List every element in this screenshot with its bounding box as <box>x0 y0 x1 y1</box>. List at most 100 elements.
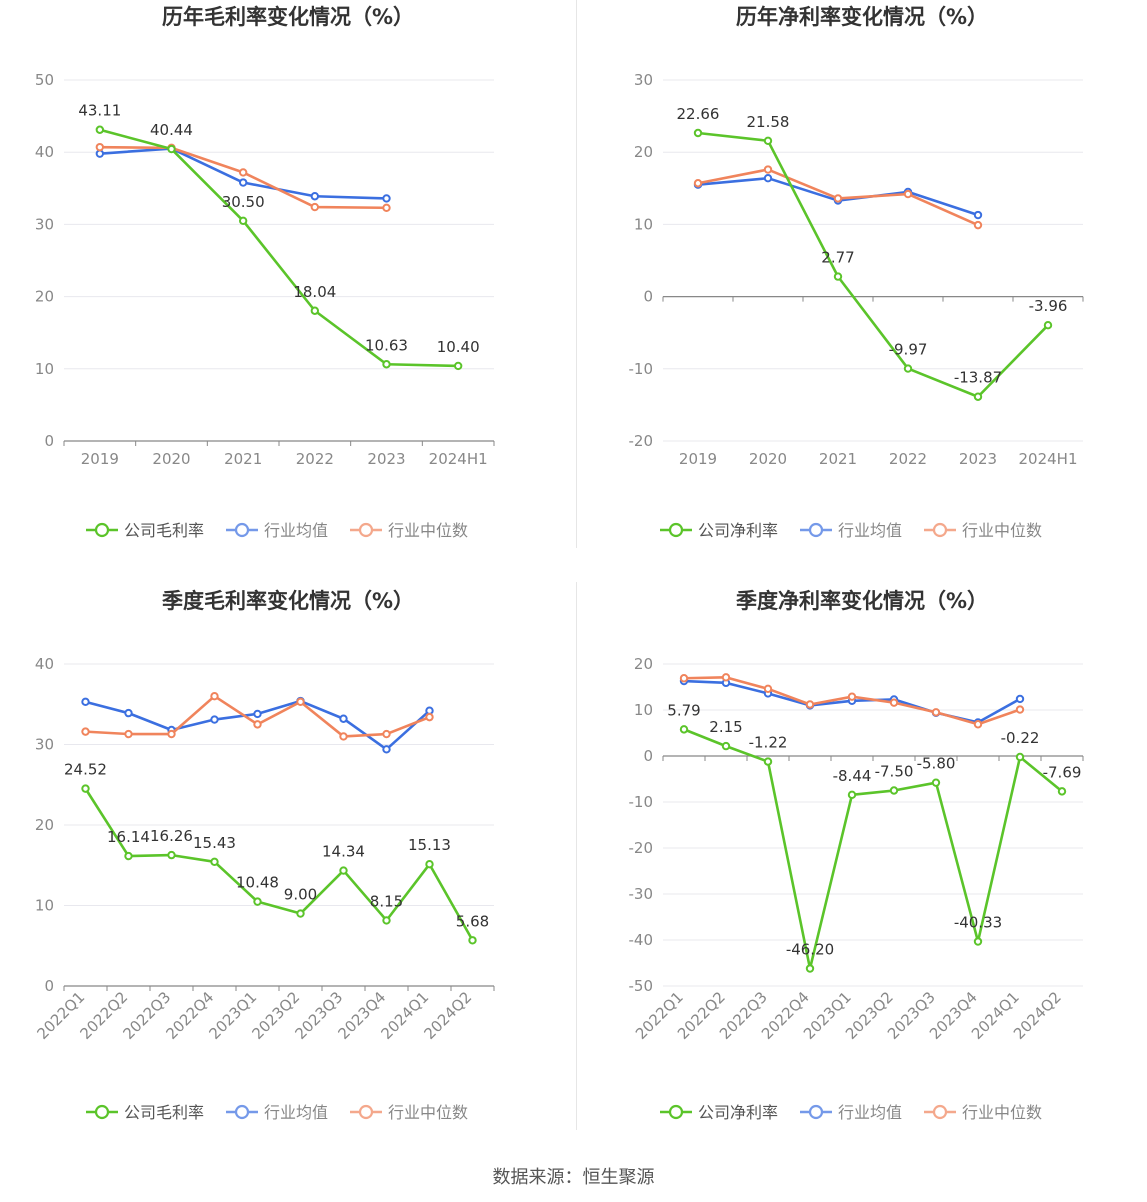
company-series-line <box>697 131 1049 399</box>
x-tick-label: 2024Q2 <box>421 988 476 1043</box>
data-label: -1.22 <box>749 734 788 752</box>
legend-label: 行业均值 <box>264 521 328 540</box>
chart-svg: 历年毛利率变化情况（%） 0 10 20 30 40 50 2019 2020 2021 2022 2… <box>35 5 495 540</box>
legend-swatch-marker <box>808 1104 824 1120</box>
industry-median-series-point <box>253 720 262 729</box>
industry-median-series-point <box>833 194 843 203</box>
legend-item-industry-median-series: 行业中位数 <box>350 1103 468 1122</box>
chart-svg: 历年净利率变化情况（%） -20 -10 0 10 20 30 2019 2020 2021 202… <box>629 5 1084 540</box>
company-series-point <box>238 216 248 225</box>
legend-item-industry-average-series: 行业均值 <box>800 1103 902 1122</box>
industry-average-series-point <box>1015 694 1025 704</box>
industry-median-series-point <box>95 142 105 152</box>
legend-item-industry-median-series: 行业中位数 <box>924 521 1042 540</box>
legend-swatch-marker <box>234 522 250 538</box>
chart-annual-net-margin: 历年净利率变化情况（%） -20 -10 0 10 20 30 2019 2020 2021 202… <box>577 0 1147 560</box>
industry-median-series-point <box>973 220 983 230</box>
industry-median-series-point <box>382 729 391 739</box>
industry-average-series-point <box>382 194 391 203</box>
x-tick-label: 2024H1 <box>1019 450 1078 468</box>
data-label: 10.48 <box>236 874 279 892</box>
industry-average-series-point <box>763 173 773 183</box>
industry-average-series-point <box>339 714 348 723</box>
industry-median-series-point <box>973 720 983 729</box>
y-tick-label: 20 <box>35 288 54 306</box>
y-tick-label: 30 <box>35 215 54 233</box>
column-divider <box>576 582 577 1130</box>
data-label: 40.44 <box>150 121 193 139</box>
data-label: 15.13 <box>408 836 451 854</box>
industry-median-series-point <box>763 684 773 694</box>
legend-swatch-marker <box>94 522 110 538</box>
y-tick-label: -50 <box>629 977 654 995</box>
company-series-line <box>99 128 459 368</box>
legend-item-industry-median-series: 行业中位数 <box>350 521 468 540</box>
y-tick-label: 20 <box>35 816 54 834</box>
company-series-point <box>1057 787 1067 796</box>
y-tick-label: 10 <box>634 701 653 719</box>
data-label: 15.43 <box>193 834 236 852</box>
data-label: -0.22 <box>1001 729 1040 747</box>
company-series-point <box>763 136 773 145</box>
x-tick-label: 2021 <box>819 450 857 468</box>
legend-swatch-marker <box>94 1104 110 1120</box>
x-tick-label: 2022 <box>296 450 334 468</box>
legend-item-company-series: 公司毛利率 <box>86 1103 204 1122</box>
chart-quarterly-gross-margin: 季度毛利率变化情况（%） 0 10 20 30 40 2022Q1 2022Q2 2022Q3 2… <box>0 582 576 1142</box>
company-series-point <box>903 364 913 373</box>
data-label: 5.79 <box>667 701 700 719</box>
y-tick-label: 20 <box>634 143 653 161</box>
chart-legend: 公司毛利率 行业均值 行业中位数 <box>86 1103 468 1122</box>
data-label: -5.80 <box>917 755 956 773</box>
x-tick-label: 2019 <box>81 450 119 468</box>
industry-median-series-point <box>425 712 434 722</box>
y-tick-label: 0 <box>643 747 653 765</box>
company-series-point <box>805 964 815 973</box>
industry-average-series-point <box>310 192 320 201</box>
data-label: -40.33 <box>954 914 1002 932</box>
y-tick-label: 30 <box>35 736 54 754</box>
company-series-point <box>1015 752 1025 762</box>
industry-median-series-point <box>382 203 391 212</box>
industry-median-series-point <box>805 700 815 709</box>
y-tick-label: 50 <box>35 71 54 89</box>
data-label: -9.97 <box>889 341 928 359</box>
legend-label: 公司毛利率 <box>124 1103 204 1122</box>
y-tick-label: 0 <box>44 977 54 995</box>
chart-quarterly-net-margin: 季度净利率变化情况（%） -50 -40 -30 -20 -10 0 10 20 2022Q1 20… <box>577 582 1147 1142</box>
legend-label: 公司净利率 <box>698 1103 778 1122</box>
company-series-point <box>889 786 899 795</box>
industry-median-series-point <box>210 692 219 701</box>
data-label: 2.15 <box>709 718 742 736</box>
company-series-point <box>425 860 434 869</box>
data-source-note: 数据来源：恒生聚源 <box>492 1167 655 1188</box>
chart-title: 历年净利率变化情况（%） <box>736 5 988 29</box>
company-series-point <box>210 857 219 866</box>
legend-swatch-marker <box>808 522 824 538</box>
data-label: 2.77 <box>821 249 854 267</box>
x-tick-label: 2023 <box>959 450 997 468</box>
company-series-point <box>453 361 463 371</box>
industry-median-series-point <box>903 189 913 199</box>
data-label: 8.15 <box>370 892 403 910</box>
y-tick-label: -20 <box>629 839 654 857</box>
y-tick-label: -20 <box>629 432 654 450</box>
x-tick-label: 2020 <box>749 450 787 468</box>
legend-swatch-marker <box>932 1104 948 1120</box>
legend-item-company-series: 公司毛利率 <box>86 521 204 540</box>
chart-legend: 公司净利率 行业均值 行业中位数 <box>660 521 1042 540</box>
legend-swatch-marker <box>358 522 374 538</box>
company-series-point <box>973 937 983 946</box>
chart-title: 季度净利率变化情况（%） <box>736 589 988 613</box>
legend-swatch-marker <box>668 1104 684 1120</box>
company-series-point <box>721 741 731 751</box>
industry-median-series-point <box>763 165 773 174</box>
industry-average-series-point <box>124 708 133 718</box>
legend-label: 公司毛利率 <box>124 521 204 540</box>
legend-label: 行业中位数 <box>962 1103 1042 1122</box>
industry-median-series-point <box>721 673 731 682</box>
y-tick-label: 10 <box>634 215 653 233</box>
legend-swatch-marker <box>932 522 948 538</box>
legend-swatch-marker <box>234 1104 250 1120</box>
industry-median-series-point <box>339 732 348 741</box>
